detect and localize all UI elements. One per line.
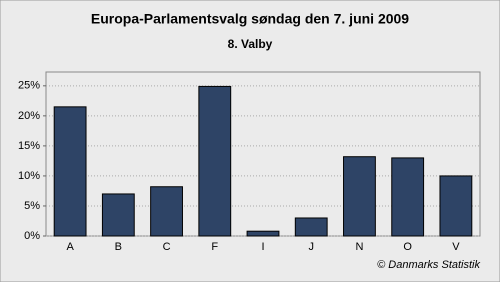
x-tick-label: V: [452, 241, 460, 253]
x-tick-label: N: [355, 241, 363, 253]
y-tick-label: 25%: [18, 80, 40, 92]
bar: [53, 106, 87, 237]
bar: [150, 186, 183, 237]
x-tick-label: C: [163, 241, 171, 253]
y-tick-label: 15%: [18, 140, 40, 152]
x-tick-label: J: [308, 241, 314, 253]
y-tick-label: 0%: [24, 230, 40, 242]
y-tick-label: 10%: [18, 170, 40, 182]
x-tick-label: A: [66, 241, 74, 253]
chart-subtitle: 8. Valby: [228, 37, 273, 51]
y-tick-label: 5%: [24, 200, 40, 212]
bar: [101, 193, 135, 237]
bar: [246, 230, 280, 237]
footer: © Danmarks Statistik: [377, 259, 480, 271]
bar: [391, 157, 425, 237]
x-tick-label: B: [115, 241, 122, 253]
x-tick-label: I: [261, 241, 264, 253]
x-tick-label: O: [403, 241, 412, 253]
bar: [343, 156, 376, 237]
chart-title: Europa-Parlamentsvalg søndag den 7. juni…: [91, 11, 409, 27]
bar: [198, 85, 232, 237]
bar: [294, 217, 328, 237]
bar: [439, 175, 473, 237]
x-tick-label: F: [211, 241, 218, 253]
y-tick-label: 20%: [18, 110, 40, 122]
